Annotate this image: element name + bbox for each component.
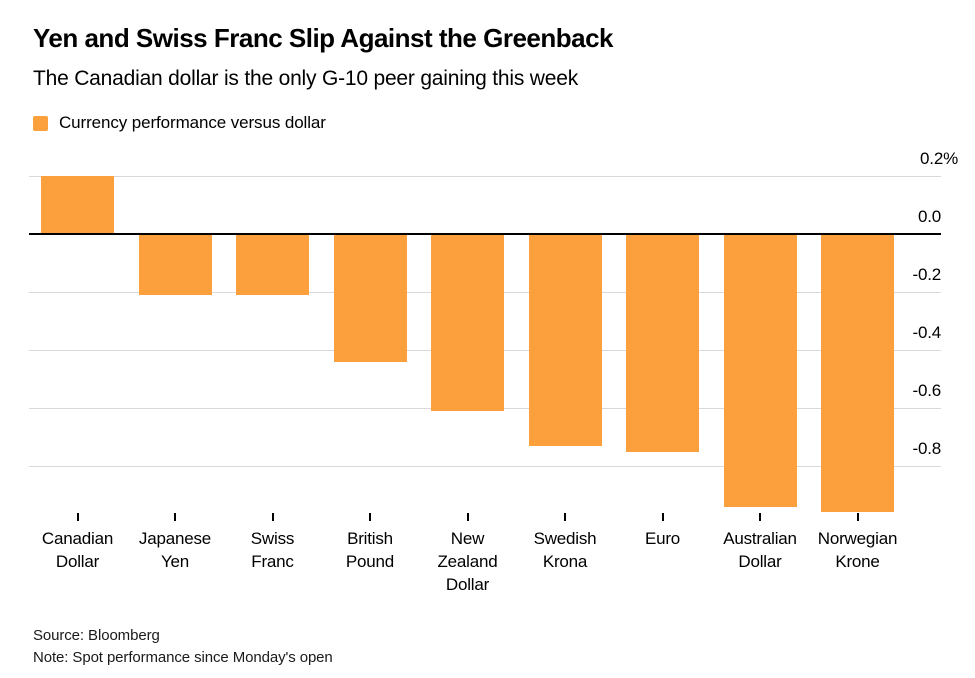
x-axis-label-australian-dollar: Australian Dollar bbox=[723, 529, 797, 571]
gridline--0.8 bbox=[29, 466, 941, 467]
x-tick-british-pound bbox=[369, 513, 371, 521]
plot-area: Canadian Dollar Japanese Yen Swiss Franc Br… bbox=[29, 148, 941, 594]
legend-label: Currency performance versus dollar bbox=[59, 113, 326, 132]
zero-baseline bbox=[29, 233, 941, 235]
legend: Currency performance versus dollar bbox=[33, 112, 326, 134]
y-axis-label--0.2: -0.2 bbox=[912, 265, 942, 284]
x-axis-label-norwegian-krone: Norwegian Krone bbox=[817, 529, 898, 571]
bar-japanese-yen bbox=[138, 234, 212, 295]
bar-australian-dollar bbox=[723, 234, 797, 507]
legend-swatch-icon bbox=[33, 115, 48, 131]
page-title: Yen and Swiss Franc Slip Against the Gre… bbox=[33, 23, 614, 53]
x-axis-label-swiss-franc: Swiss Franc bbox=[250, 529, 295, 571]
bar-swiss-franc bbox=[236, 234, 309, 295]
footer: Source: Bloomberg Note: Spot performance… bbox=[33, 625, 333, 669]
x-tick-euro bbox=[661, 513, 664, 521]
bar-swedish-krona bbox=[528, 234, 602, 446]
y-axis-label--0.8: -0.8 bbox=[912, 439, 942, 458]
bar-british-pound bbox=[333, 234, 407, 362]
x-tick-norwegian-krone bbox=[856, 513, 859, 521]
x-tick-swiss-franc bbox=[271, 513, 274, 521]
x-tick-new-zealand-dollar bbox=[466, 513, 469, 521]
bar-canadian-dollar bbox=[41, 176, 114, 234]
x-tick-swedish-krona bbox=[564, 513, 566, 521]
x-axis-label-euro: Euro bbox=[644, 529, 681, 548]
y-axis-label-0.2%: 0.2% bbox=[920, 149, 958, 168]
gridline-0.2% bbox=[29, 176, 941, 177]
chart-note: Note: Spot performance since Monday's op… bbox=[33, 649, 333, 666]
x-axis-label-new-zealand-dollar: New Zealand Dollar bbox=[437, 529, 498, 594]
x-tick-australian-dollar bbox=[759, 513, 761, 521]
y-axis-label--0.4: -0.4 bbox=[912, 323, 942, 342]
bar-euro bbox=[626, 234, 699, 452]
x-axis-label-british-pound: British Pound bbox=[345, 529, 395, 571]
x-tick-japanese-yen bbox=[174, 513, 176, 521]
bar-norwegian-krone bbox=[821, 234, 894, 513]
y-axis-label--0.6: -0.6 bbox=[912, 381, 942, 400]
x-axis-label-canadian-dollar: Canadian Dollar bbox=[41, 529, 114, 571]
page-subtitle: The Canadian dollar is the only G-10 pee… bbox=[33, 67, 579, 90]
x-axis-label-japanese-yen: Japanese Yen bbox=[138, 529, 212, 571]
x-axis-label-swedish-krona: Swedish Krona bbox=[533, 529, 597, 571]
x-tick-canadian-dollar bbox=[76, 513, 79, 521]
bar-new-zealand-dollar bbox=[431, 234, 504, 411]
y-axis-label-0.0: 0.0 bbox=[917, 207, 941, 226]
source-note: Source: Bloomberg bbox=[33, 627, 160, 644]
